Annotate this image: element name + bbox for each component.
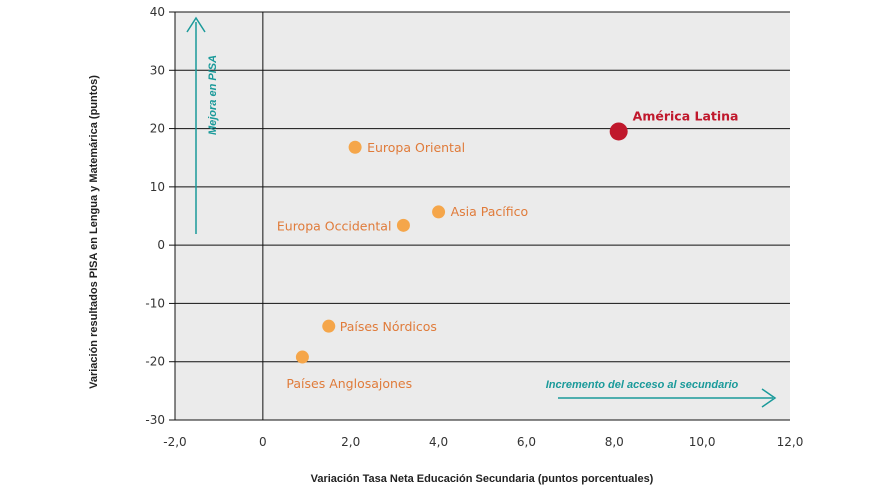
data-point-4 bbox=[322, 319, 336, 333]
data-point-0 bbox=[609, 122, 628, 141]
y-tick-label-4: 0 bbox=[157, 238, 165, 252]
grid-lines bbox=[169, 11, 790, 421]
y-tick-label-5: -10 bbox=[145, 296, 165, 310]
data-points: América Latina Europa Oriental Asia Pacífi… bbox=[277, 108, 739, 391]
point-label-5: Países Anglosajones bbox=[286, 376, 412, 391]
point-label-1: Europa Oriental bbox=[367, 140, 465, 155]
x-tick-label-4: 6,0 bbox=[517, 435, 536, 449]
x-tick-label-6: 10,0 bbox=[689, 435, 716, 449]
x-tick-label-2: 2,0 bbox=[341, 435, 360, 449]
x-arrow bbox=[558, 388, 777, 408]
y-tick-label-7: -30 bbox=[145, 413, 165, 427]
data-point-5 bbox=[295, 350, 309, 364]
y-annotation-text: Mejora en PISA bbox=[207, 55, 219, 135]
point-label-3: Europa Occidental bbox=[277, 218, 392, 233]
y-axis-title: Variación resultados PISA en Lengua y Ma… bbox=[88, 75, 100, 389]
y-tick-label-6: -20 bbox=[145, 355, 165, 369]
data-point-3 bbox=[396, 218, 410, 232]
x-tick-label-7: 12,0 bbox=[777, 435, 804, 449]
annotation-arrows bbox=[186, 16, 777, 408]
y-tick-label-0: 40 bbox=[150, 5, 165, 19]
point-label-4: Países Nórdicos bbox=[340, 319, 437, 334]
data-point-1 bbox=[348, 140, 362, 154]
point-label-2: Asia Pacífico bbox=[451, 204, 529, 219]
point-label-0: América Latina bbox=[633, 108, 739, 123]
x-annotation-text: Incremento del acceso al secundario bbox=[546, 379, 739, 391]
y-tick-label-2: 20 bbox=[150, 122, 165, 136]
x-tick-label-0: -2,0 bbox=[163, 435, 186, 449]
x-tick-label-5: 8,0 bbox=[605, 435, 624, 449]
y-arrow bbox=[186, 16, 206, 234]
x-tick-label-1: 0 bbox=[259, 435, 267, 449]
y-tick-label-3: 10 bbox=[150, 180, 165, 194]
y-tick-label-1: 30 bbox=[150, 63, 165, 77]
data-point-2 bbox=[432, 205, 446, 219]
x-axis-title: Variación Tasa Neta Educación Secundaria… bbox=[311, 473, 654, 485]
x-tick-label-3: 4,0 bbox=[429, 435, 448, 449]
x-tick-labels: -2,0 0 2,0 4,0 6,0 8,0 10,0 12,0 bbox=[163, 435, 803, 449]
y-tick-labels: 40 30 20 10 0 -10 -20 -30 bbox=[145, 5, 165, 427]
plot-area bbox=[175, 12, 790, 420]
